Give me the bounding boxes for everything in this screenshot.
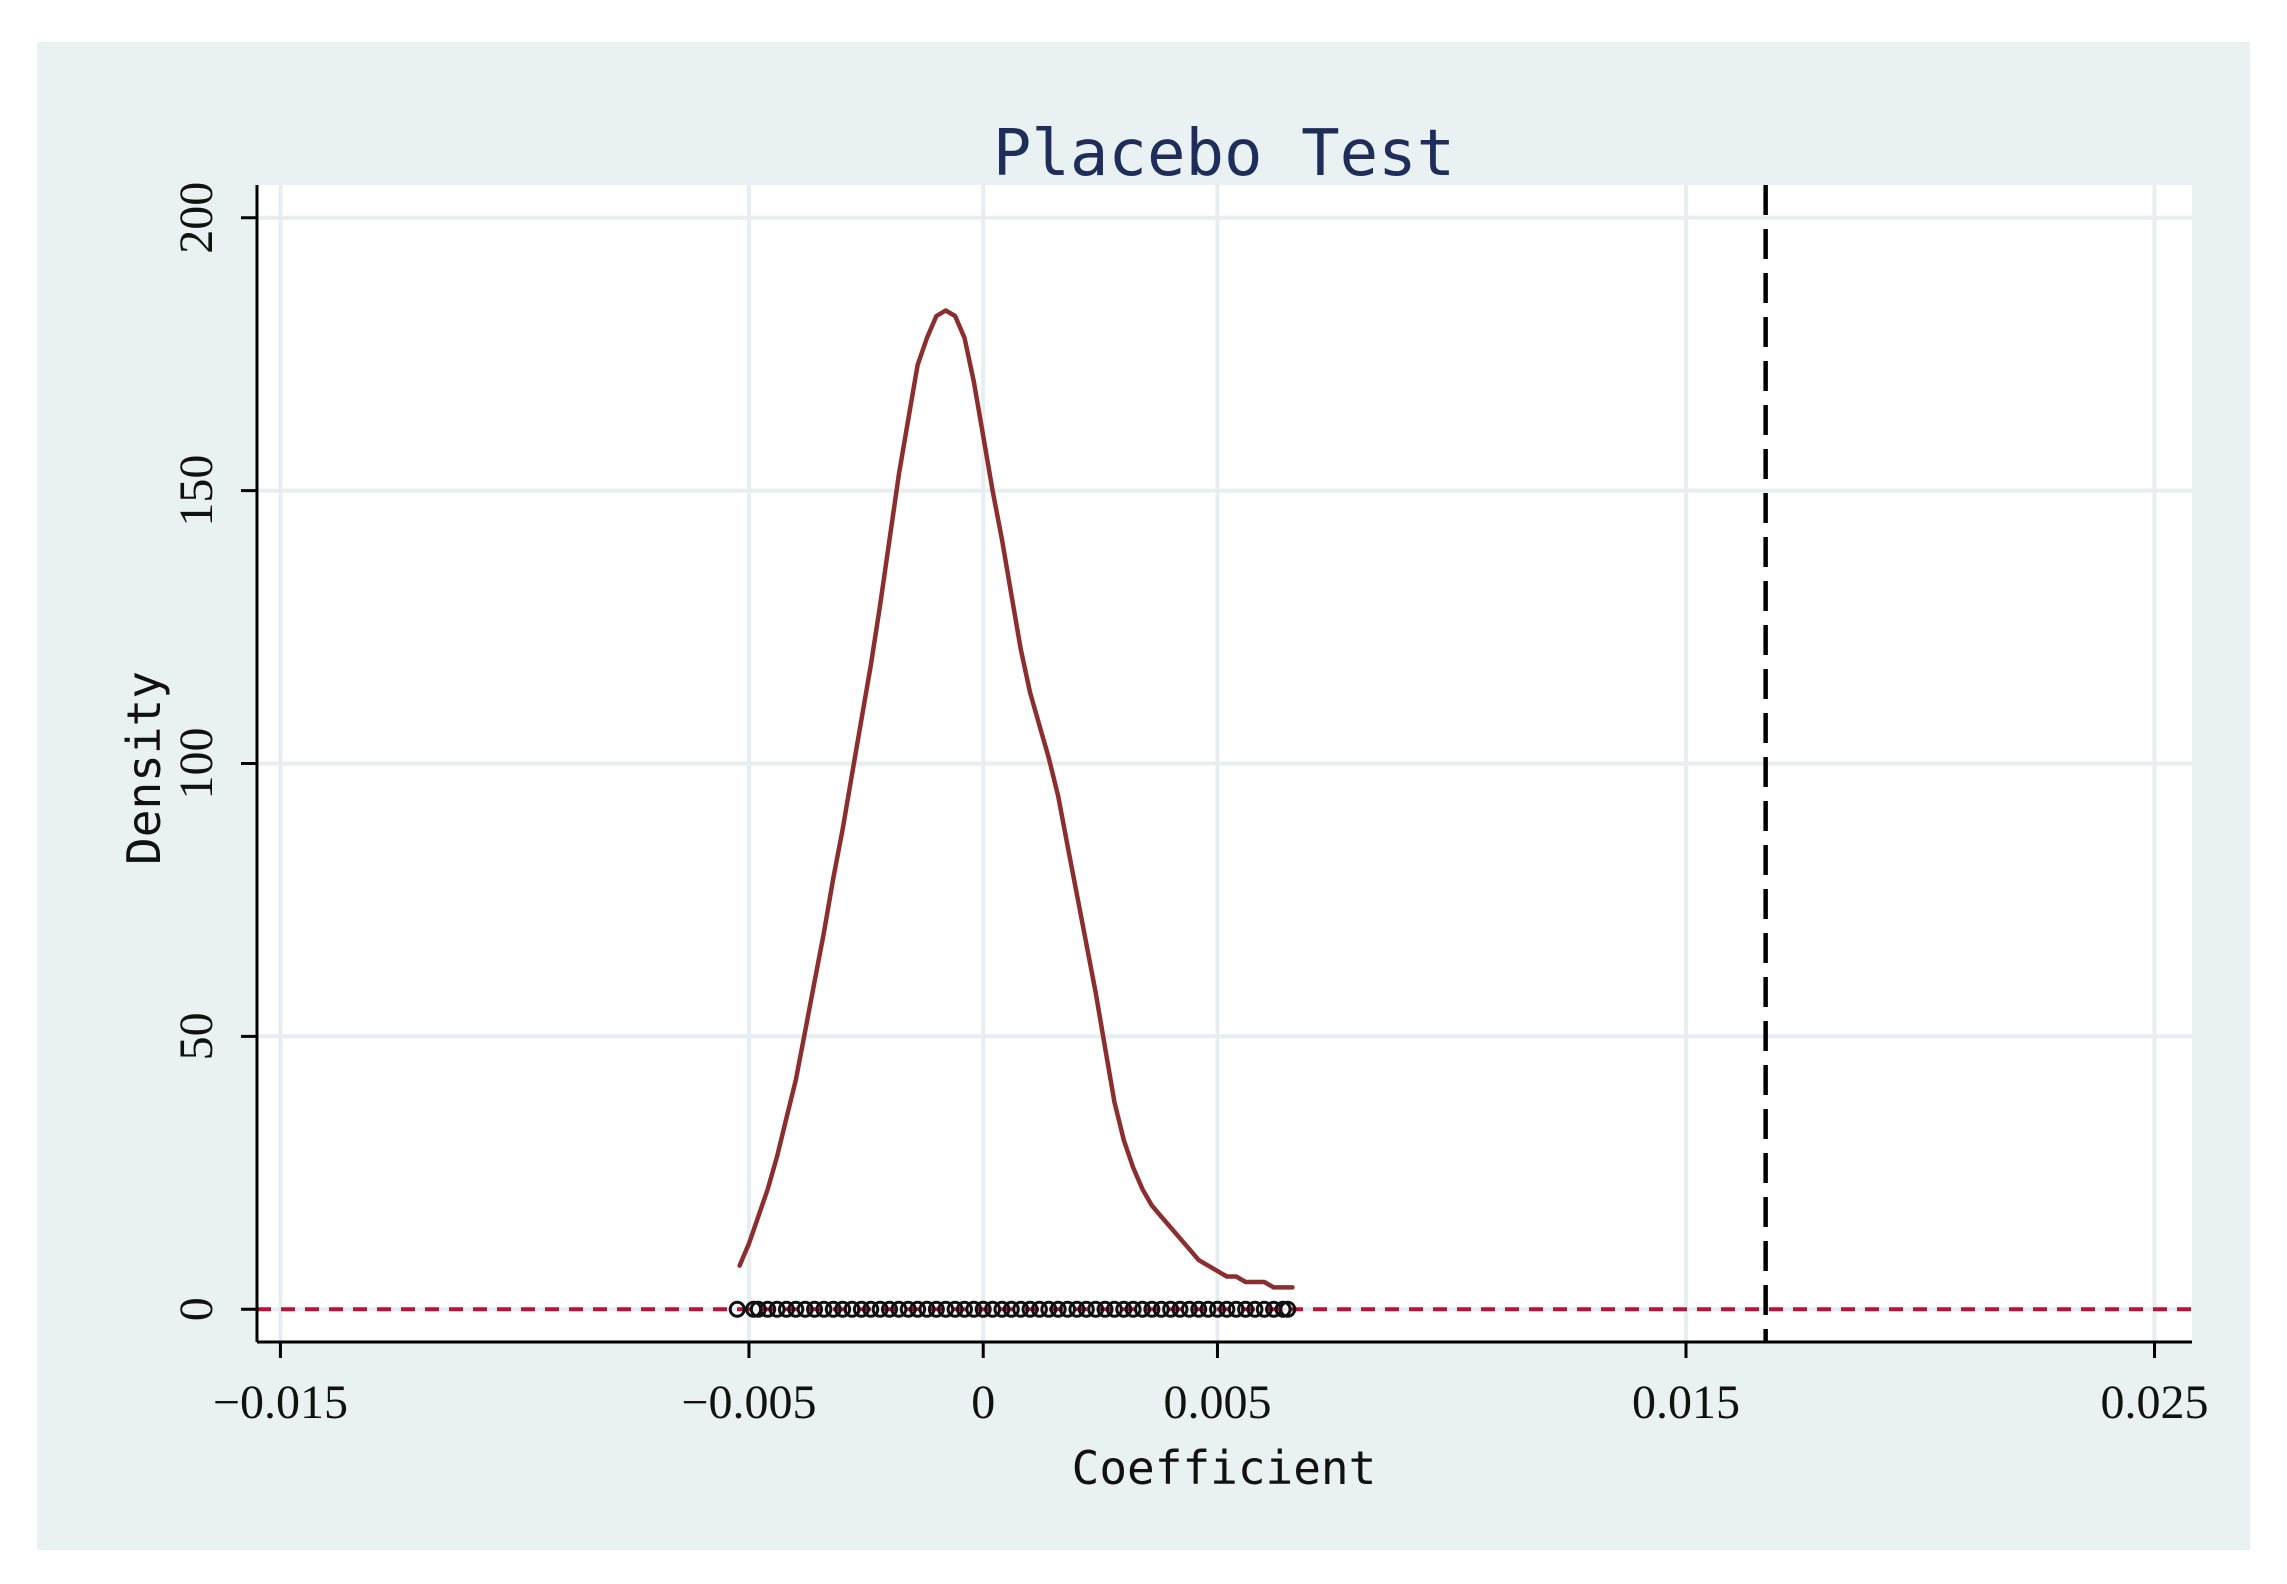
coefficient-point (1199, 1300, 1217, 1318)
x-tick-label: −0.005 (681, 1376, 816, 1429)
coefficient-point (1190, 1300, 1208, 1318)
grid-layer (257, 185, 2192, 1342)
coefficient-point (927, 1300, 945, 1318)
coefficient-point (974, 1300, 992, 1318)
coefficient-point (899, 1300, 917, 1318)
series-layer (728, 308, 1297, 1318)
y-tick-label: 100 (170, 728, 223, 800)
x-tick-label: 0.025 (2101, 1376, 2209, 1429)
coefficient-point (852, 1300, 870, 1318)
coefficient-point (918, 1300, 936, 1318)
coefficient-point (955, 1300, 973, 1318)
coefficient-point (1021, 1300, 1039, 1318)
coefficient-point (993, 1300, 1011, 1318)
coefficient-point (1143, 1300, 1161, 1318)
y-tick-label: 150 (170, 455, 223, 527)
coefficient-point (946, 1300, 964, 1318)
x-tick-label: −0.015 (213, 1376, 348, 1429)
coefficient-point (1012, 1300, 1030, 1318)
density-curve (737, 308, 1295, 1290)
coefficient-point (1124, 1300, 1142, 1318)
coefficient-point (728, 1300, 746, 1318)
coefficient-point (1227, 1300, 1245, 1318)
coefficient-point (1218, 1300, 1236, 1318)
coefficient-point (909, 1300, 927, 1318)
coefficient-point (1040, 1300, 1058, 1318)
coefficient-point (834, 1300, 852, 1318)
coefficient-point (965, 1300, 983, 1318)
y-tick-label: 200 (170, 182, 223, 254)
coefficient-point (759, 1300, 777, 1318)
coefficient-point (1237, 1300, 1255, 1318)
coefficient-point (862, 1300, 880, 1318)
coefficient-point (1162, 1300, 1180, 1318)
coefficient-point (1087, 1300, 1105, 1318)
coefficient-point (1134, 1300, 1152, 1318)
x-tick-label: 0.015 (1632, 1376, 1740, 1429)
chart-title: Placebo Test (993, 117, 1455, 191)
coefficient-point (1115, 1300, 1133, 1318)
coefficient-point (1049, 1300, 1067, 1318)
y-tick-label: 50 (170, 1012, 223, 1060)
y-axis-title: Density (117, 671, 171, 865)
coefficient-point (1096, 1300, 1114, 1318)
coefficient-point (768, 1300, 786, 1318)
coefficient-point (1279, 1300, 1297, 1318)
axes: 0 50 100 150 200 −0.015 −0.005 0 0.005 0.015 0.025 (170, 182, 2209, 1429)
coefficient-point (1068, 1300, 1086, 1318)
coefficient-point (815, 1300, 833, 1318)
coefficient-point (984, 1300, 1002, 1318)
x-tick-label: 0 (971, 1376, 995, 1429)
coefficient-point (1002, 1300, 1020, 1318)
coefficient-point (1180, 1300, 1198, 1318)
coefficient-point (881, 1300, 899, 1318)
coefficient-point (749, 1300, 767, 1318)
coefficient-point (1255, 1300, 1273, 1318)
coefficient-point (796, 1300, 814, 1318)
coefficient-point (871, 1300, 889, 1318)
coefficient-point (1171, 1300, 1189, 1318)
coefficient-point (1208, 1300, 1226, 1318)
coefficient-point (777, 1300, 795, 1318)
coefficient-point (824, 1300, 842, 1318)
coefficient-point (1246, 1300, 1264, 1318)
coefficient-point (1105, 1300, 1123, 1318)
x-axis-title: Coefficient (1072, 1441, 1377, 1495)
coefficient-point (806, 1300, 824, 1318)
x-tick-label: 0.005 (1163, 1376, 1271, 1429)
coefficient-point (1152, 1300, 1170, 1318)
coefficient-point (937, 1300, 955, 1318)
coefficient-point (890, 1300, 908, 1318)
coefficient-point (1077, 1300, 1095, 1318)
coefficient-point (843, 1300, 861, 1318)
coefficient-point (1030, 1300, 1048, 1318)
coefficient-point (787, 1300, 805, 1318)
y-tick-label: 0 (170, 1297, 223, 1321)
coefficient-point (1059, 1300, 1077, 1318)
